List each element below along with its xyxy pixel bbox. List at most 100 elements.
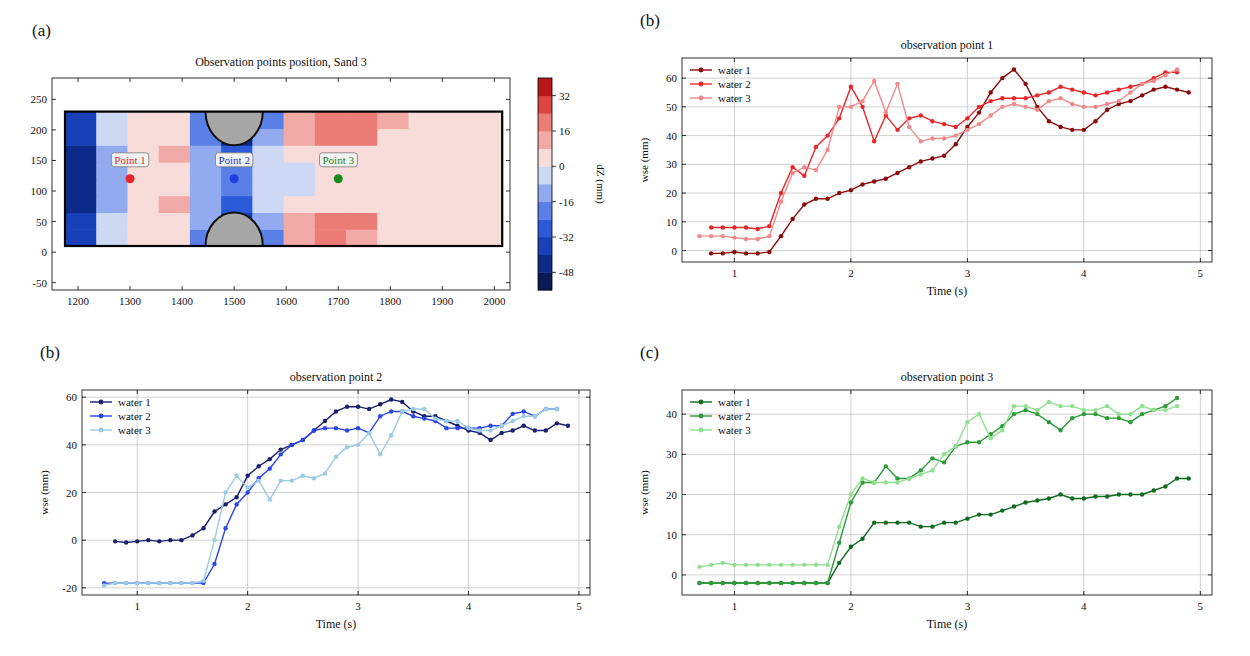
series-marker	[1023, 96, 1027, 100]
x-tick-label: 4	[1081, 267, 1087, 279]
x-tick-label: 3	[355, 600, 361, 612]
x-tick	[468, 390, 469, 394]
y-tick-label: 250	[31, 93, 48, 105]
legend-marker	[99, 400, 104, 405]
series-marker	[721, 581, 725, 585]
heat-cell	[409, 179, 441, 196]
series-marker	[290, 443, 294, 447]
series-marker	[837, 541, 841, 545]
series-marker	[942, 460, 946, 464]
series-marker	[1035, 498, 1039, 502]
series-marker	[1175, 396, 1179, 400]
series-marker	[779, 199, 783, 203]
x-tick	[137, 390, 138, 394]
obstacle	[206, 112, 263, 146]
x-tick-label: 1700	[327, 295, 350, 307]
heat-cell	[409, 128, 441, 145]
y-tick	[586, 540, 590, 541]
series-marker	[1047, 99, 1051, 103]
y-tick-label: 40	[666, 130, 678, 142]
series-marker	[1082, 496, 1086, 500]
x-tick	[130, 286, 131, 290]
series-marker	[988, 113, 992, 117]
series-marker	[930, 468, 934, 472]
series-marker	[965, 420, 969, 424]
series-marker	[1023, 500, 1027, 504]
series-marker	[356, 443, 360, 447]
heat-cell	[65, 162, 97, 179]
heat-cell	[440, 179, 472, 196]
series-marker	[378, 414, 382, 418]
series-marker	[555, 407, 559, 411]
heat-cell	[409, 196, 441, 213]
series-marker	[802, 581, 806, 585]
x-axis-title: Time (s)	[927, 617, 968, 631]
series-marker	[488, 438, 492, 442]
x-tick-label: 3	[965, 600, 971, 612]
series-marker	[895, 82, 899, 86]
heat-cell	[252, 196, 284, 213]
chart-title: observation point 3	[901, 370, 994, 384]
x-tick	[234, 286, 235, 290]
colorbar-tick-label: -48	[559, 266, 574, 278]
series-marker	[721, 225, 725, 229]
x-tick	[247, 390, 248, 394]
series-marker	[1117, 416, 1121, 420]
series-marker	[779, 234, 783, 238]
series-marker	[1035, 108, 1039, 112]
series-marker	[1117, 412, 1121, 416]
x-tick	[850, 390, 851, 394]
heat-cell	[471, 112, 503, 129]
heat-cell	[159, 145, 191, 162]
series-marker	[837, 116, 841, 120]
grid-line	[967, 58, 968, 262]
y-tick	[682, 534, 686, 535]
series-marker	[988, 512, 992, 516]
legend-marker	[99, 414, 104, 419]
plot-frame	[82, 390, 590, 595]
series-marker	[212, 509, 216, 513]
series-marker	[779, 581, 783, 585]
series-line	[699, 402, 1177, 567]
series-marker	[930, 156, 934, 160]
legend: water 1water 2water 3	[90, 396, 151, 436]
series-marker	[849, 545, 853, 549]
grid-line	[82, 492, 590, 493]
series-marker	[499, 424, 503, 428]
heat-cell	[127, 196, 159, 213]
series-marker	[919, 113, 923, 117]
heat-cell	[471, 196, 503, 213]
chart-title: observation point 1	[901, 38, 994, 52]
heat-cell	[65, 212, 97, 229]
series-marker	[124, 581, 128, 585]
series-marker	[168, 538, 172, 542]
series-marker	[1035, 408, 1039, 412]
heat-cell	[96, 179, 128, 196]
heat-cell	[471, 229, 503, 246]
heat-cell	[471, 162, 503, 179]
heat-cell	[65, 128, 97, 145]
grid-line	[682, 193, 1212, 194]
legend-marker	[699, 82, 704, 87]
series-marker	[455, 419, 459, 423]
x-tick	[1083, 390, 1084, 394]
series-marker	[555, 407, 559, 411]
series-marker	[802, 581, 806, 585]
y-tick	[1208, 494, 1212, 495]
heat-cell	[440, 212, 472, 229]
series-marker	[954, 125, 958, 129]
series-marker	[1128, 492, 1132, 496]
grid-line	[1083, 58, 1084, 262]
series-marker	[697, 581, 701, 585]
x-tick	[850, 591, 851, 595]
series-marker	[1140, 492, 1144, 496]
series-marker	[884, 110, 888, 114]
series-marker	[522, 409, 526, 413]
heat-cell	[377, 196, 409, 213]
series-marker	[1140, 93, 1144, 97]
series-marker	[223, 502, 227, 506]
series-marker	[744, 581, 748, 585]
series-marker	[732, 250, 736, 254]
series-marker	[919, 139, 923, 143]
colorbar-tick-label: 32	[559, 90, 570, 102]
